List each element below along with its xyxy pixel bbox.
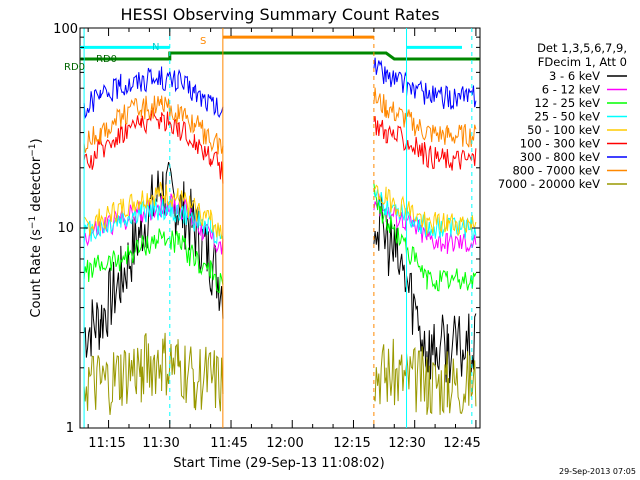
- legend-header: FDecim 1, Att 0: [538, 55, 627, 69]
- legend-label: 300 - 800 keV: [520, 150, 600, 164]
- rd0-label: RD0: [96, 54, 117, 65]
- x-tick-label: 11:15: [88, 436, 125, 451]
- legend-label: 3 - 6 keV: [549, 69, 600, 83]
- series-4: [83, 181, 477, 240]
- rd0-level-line: [80, 51, 480, 61]
- legend-label: 50 - 100 keV: [527, 123, 600, 137]
- chart-title: HESSI Observing Summary Count Rates: [120, 5, 439, 24]
- series-5: [83, 107, 477, 184]
- legend-label: 800 - 7000 keV: [512, 164, 600, 178]
- x-tick-label: 12:30: [388, 436, 425, 451]
- x-tick-label: 12:15: [333, 436, 370, 451]
- timestamp: 29-Sep-2013 07:05: [559, 467, 636, 476]
- x-tick-label: 12:00: [266, 436, 303, 451]
- legend-header: Det 1,3,5,6,7,9,: [537, 41, 627, 55]
- series-trace: [83, 95, 224, 155]
- series-trace: [83, 107, 224, 184]
- series-trace: [83, 198, 224, 245]
- y-tick-label: 1: [66, 421, 74, 436]
- x-tick-label: 11:30: [142, 436, 179, 451]
- legend-label: 6 - 12 keV: [542, 83, 600, 97]
- series-trace: [83, 66, 224, 120]
- series-trace: [373, 115, 477, 171]
- y-axis-label: Count Rate (s−1 detector−1): [28, 138, 44, 317]
- series-layer: [83, 57, 477, 415]
- series-8: [83, 332, 477, 415]
- series-trace: [373, 338, 477, 415]
- series-trace: [373, 196, 477, 384]
- series-trace: [83, 161, 224, 358]
- series-trace: [83, 332, 224, 415]
- x-axis-label: Start Time (29-Sep-13 11:08:02): [173, 456, 384, 471]
- markers-layer: [80, 28, 480, 428]
- saa-marker-label: S: [200, 36, 206, 47]
- series-2: [83, 183, 477, 294]
- series-trace: [83, 193, 224, 255]
- series-trace: [373, 87, 477, 148]
- series-6: [83, 57, 477, 120]
- legend: Det 1,3,5,6,7,9, FDecim 1, Att 0 3 - 6 k…: [498, 41, 627, 191]
- legend-label: 25 - 50 keV: [534, 110, 600, 124]
- legend-label: 7000 - 20000 keV: [498, 177, 600, 191]
- series-trace: [83, 181, 224, 240]
- series-7: [83, 87, 477, 155]
- y-tick-label: 100: [53, 22, 78, 37]
- x-tick-label: 11:45: [210, 436, 247, 451]
- x-tick-label: 12:45: [443, 436, 480, 451]
- y-tick-label: 10: [57, 221, 74, 236]
- legend-label: 100 - 300 keV: [520, 137, 600, 151]
- rd0-label: RD0: [64, 62, 85, 73]
- series-trace: [373, 184, 477, 237]
- series-trace: [83, 228, 224, 294]
- legend-label: 12 - 25 keV: [534, 96, 600, 110]
- series-trace: [373, 183, 477, 292]
- series-trace: [373, 57, 477, 110]
- night-marker-label: N: [152, 42, 159, 53]
- ticks-layer: [80, 27, 480, 429]
